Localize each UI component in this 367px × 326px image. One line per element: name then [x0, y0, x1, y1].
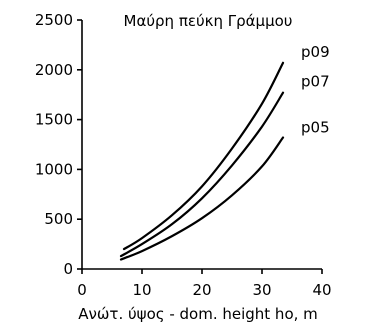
axes: 0 10 20 30 40 0 500 1000 1500 2000 2500	[35, 11, 332, 299]
series-label-p05: p05	[301, 119, 330, 137]
x-tick-label: 0	[77, 281, 87, 299]
series-line-p07	[119, 91, 285, 258]
series-group: p05 p07 p09	[119, 43, 330, 261]
x-axis-title: Ανώτ. ύψος - dom. height ho, m	[78, 305, 318, 323]
y-tick-label: 0	[63, 260, 73, 278]
series-label-p07: p07	[301, 73, 330, 91]
series-line-p05	[119, 136, 285, 261]
y-tick-label: 1500	[35, 111, 73, 129]
y-tick-label: 1000	[35, 160, 73, 178]
y-tick-label: 500	[44, 210, 73, 228]
y-tick-label: 2000	[35, 61, 73, 79]
x-tick-label: 30	[252, 281, 271, 299]
series-line-p09	[122, 61, 285, 251]
chart-title: Μαύρη πεύκη Γράμμου	[124, 12, 293, 30]
x-tick-label: 20	[192, 281, 211, 299]
series-label-p09: p09	[301, 43, 330, 61]
y-tick-label: 2500	[35, 11, 73, 29]
x-tick-label: 40	[312, 281, 331, 299]
x-tick-label: 10	[132, 281, 151, 299]
